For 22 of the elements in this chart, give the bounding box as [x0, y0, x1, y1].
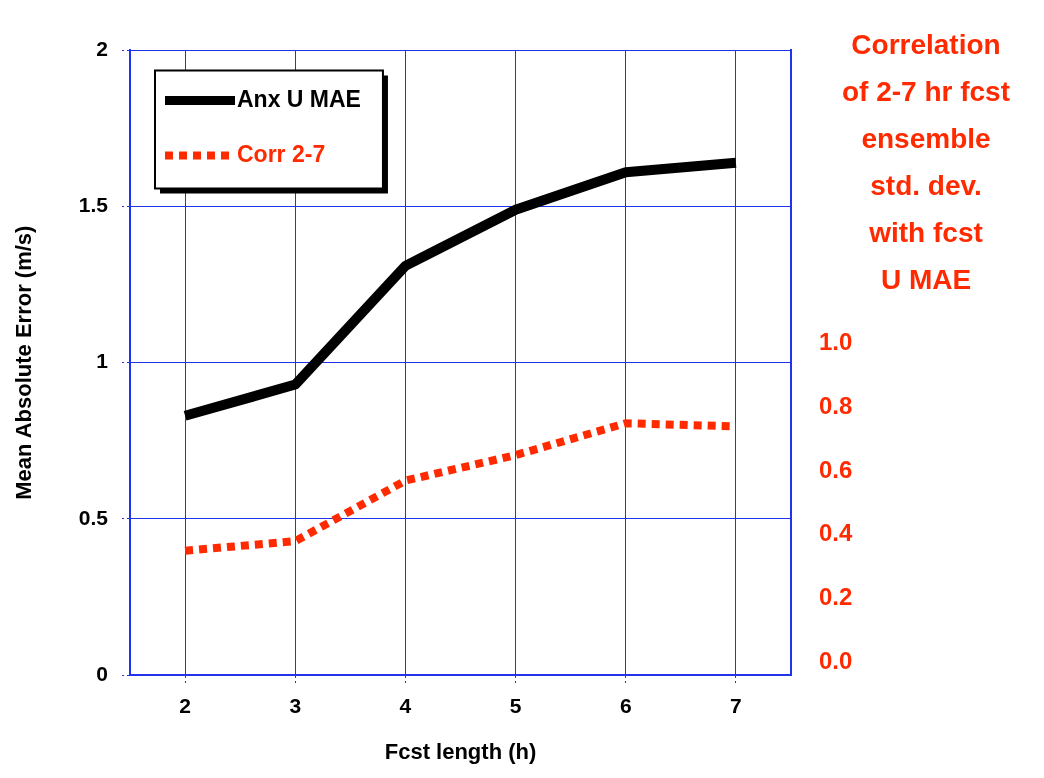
x-axis-title: Fcst length (h) [384, 738, 537, 764]
y-tick-label: 2 [96, 37, 108, 61]
y2-tick-label: 0.8 [819, 391, 853, 419]
legend-label: Corr 2-7 [237, 140, 326, 167]
y2-tick-label: 1.0 [819, 328, 853, 356]
y2-tick-label: 0.6 [819, 455, 853, 483]
y2-tick-label: 0.0 [819, 646, 853, 674]
y-tick-label: 0.5 [78, 505, 109, 529]
x-tick-label: 2 [179, 694, 191, 718]
legend-label: Anx U MAE [237, 85, 361, 112]
x-tick-label: 3 [289, 694, 302, 718]
y-tick-label: 1 [96, 349, 109, 373]
y-axis-title: Mean Absolute Error (m/s) [11, 225, 37, 500]
y2-axis-title: Correlation of 2-7 hr fcst ensemble std. dev. with fcst U MAE [841, 28, 1011, 295]
y2-tick-label: 0.2 [819, 583, 853, 611]
x-tick-label: 6 [619, 694, 632, 718]
y-tick-label: 1.5 [78, 193, 109, 217]
y2-tick-label: 0.4 [819, 519, 854, 547]
x-tick-label: 4 [399, 694, 412, 718]
y-tick-label: 0 [96, 661, 108, 685]
x-tick-label: 7 [730, 694, 742, 718]
x-tick-label: 5 [509, 694, 522, 718]
